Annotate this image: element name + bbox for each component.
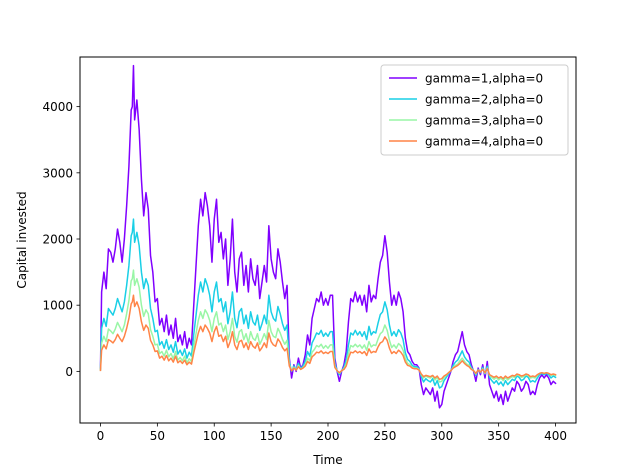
series-line-4	[99, 294, 557, 381]
y-tick-label: 2000	[42, 233, 73, 247]
y-tick-label: 4000	[42, 100, 73, 114]
legend: gamma=1,alpha=0 gamma=2,alpha=0 gamma=3,al…	[380, 64, 569, 156]
y-tick-label: 3000	[42, 166, 73, 180]
legend-label: gamma=1,alpha=0	[425, 72, 543, 86]
x-tick-label: 400	[544, 429, 567, 443]
x-tick-label: 200	[317, 429, 340, 443]
x-tick-label: 100	[203, 429, 226, 443]
plot-lines	[99, 64, 557, 409]
x-tick-label: 0	[97, 429, 105, 443]
x-tick-label: 300	[430, 429, 453, 443]
x-tick-label: 150	[260, 429, 283, 443]
y-axis-label: Capital invested	[15, 191, 29, 288]
legend-box	[380, 64, 569, 156]
y-axis: 0 1000 2000 3000 4000	[42, 100, 80, 379]
x-tick-label: 50	[150, 429, 165, 443]
x-axis: 0 50 100 150 200 250 300 350 400	[97, 423, 567, 443]
y-tick-label: 1000	[42, 299, 73, 313]
legend-label: gamma=3,alpha=0	[425, 114, 543, 128]
legend-label: gamma=4,alpha=0	[425, 135, 543, 149]
x-axis-label: Time	[312, 453, 342, 467]
y-tick-label: 0	[65, 365, 73, 379]
legend-label: gamma=2,alpha=0	[425, 93, 543, 107]
x-tick-label: 250	[373, 429, 396, 443]
x-tick-label: 350	[487, 429, 510, 443]
